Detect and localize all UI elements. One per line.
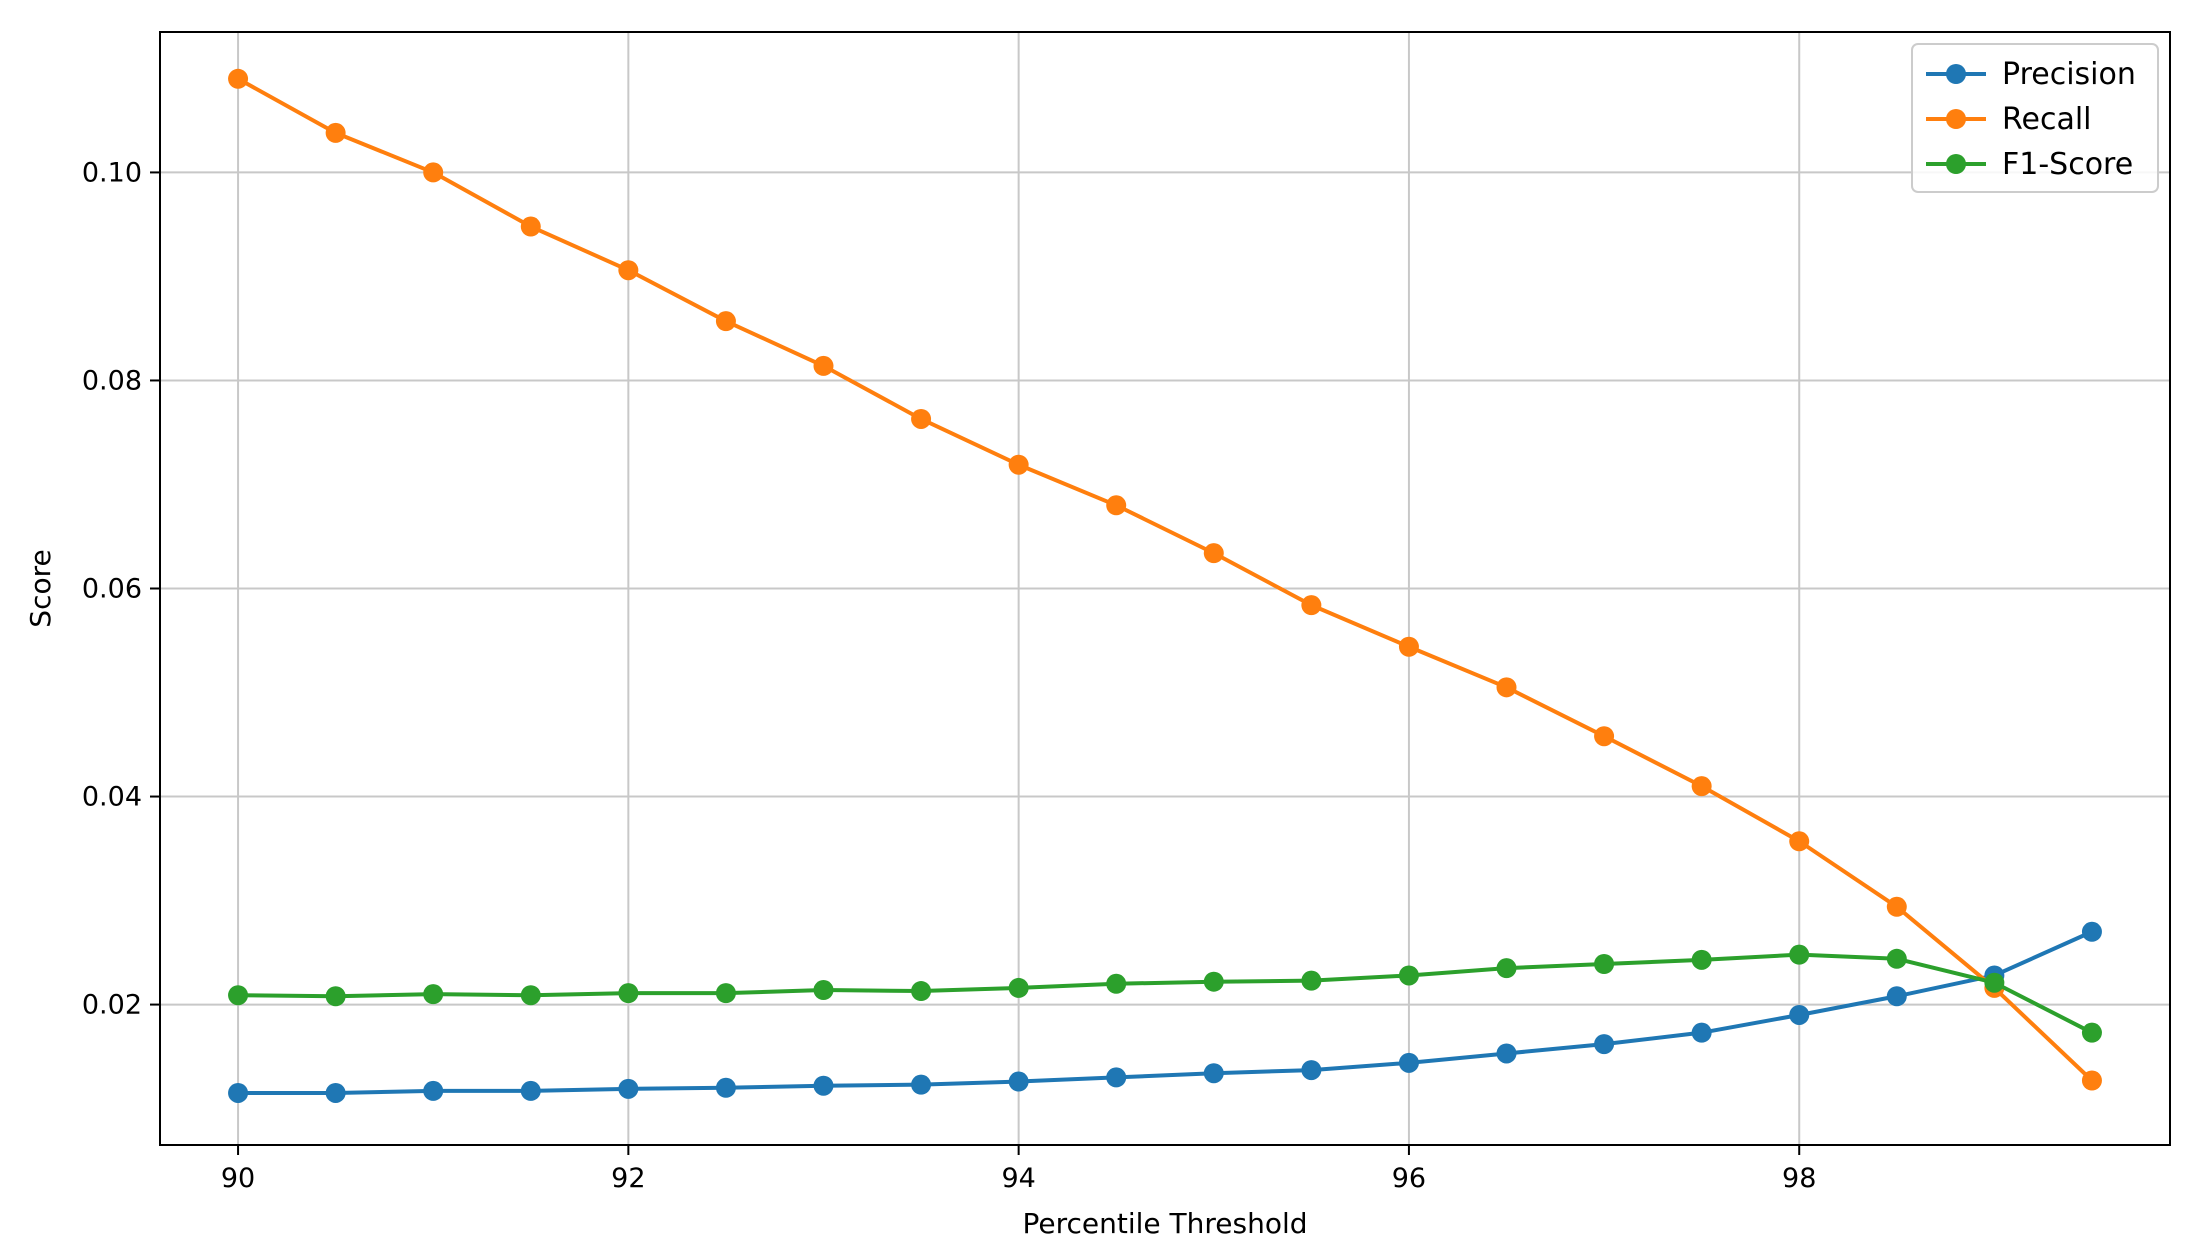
legend-marker-precision [1946, 64, 1966, 84]
recall-point [911, 408, 932, 429]
series-layer [228, 68, 2102, 1103]
f1-score-point [1789, 944, 1810, 965]
precision-point [1008, 1071, 1029, 1092]
f1-score-point [2081, 1022, 2102, 1043]
recall-point [1789, 831, 1810, 852]
f1-score-point [325, 986, 346, 1007]
precision-point [1594, 1034, 1615, 1055]
x-tick-label: 90 [221, 1163, 255, 1194]
recall-point [715, 311, 736, 332]
grid-lines [160, 32, 2170, 1145]
legend: Precision Recall F1-Score [1911, 43, 2159, 193]
recall-point [1496, 677, 1517, 698]
precision-point [813, 1075, 834, 1096]
recall-point [1886, 896, 1907, 917]
f1-score-point [1008, 977, 1029, 998]
axis-ticks: 90 92 94 96 98 0.02 0.04 0.06 0.08 0.10 [82, 157, 1817, 1194]
recall-point [325, 122, 346, 143]
f1-score-point [813, 980, 834, 1001]
f1-score-series [228, 944, 2102, 1043]
precision-point [325, 1082, 346, 1103]
y-tick-label: 0.10 [82, 157, 142, 188]
f1-score-point [1301, 970, 1322, 991]
recall-point [228, 68, 249, 89]
recall-point [1203, 543, 1224, 564]
y-tick-label: 0.08 [82, 365, 142, 396]
f1-score-point [1203, 971, 1224, 992]
recall-point [618, 260, 639, 281]
f1-score-point [520, 985, 541, 1006]
f1-score-point [228, 985, 249, 1006]
precision-point [228, 1082, 249, 1103]
f1-score-line [238, 952, 2093, 1035]
precision-point [1106, 1067, 1127, 1088]
f1-score-point [911, 981, 932, 1002]
f1-score-point [618, 983, 639, 1004]
precision-point [618, 1078, 639, 1099]
f1-score-point [1691, 949, 1712, 970]
legend-label-recall: Recall [2002, 102, 2092, 137]
f1-score-point [715, 983, 736, 1004]
recall-point [2081, 1070, 2102, 1091]
precision-point [1301, 1060, 1322, 1081]
precision-point [715, 1077, 736, 1098]
legend-marker-recall [1946, 109, 1966, 129]
recall-line [237, 77, 2094, 1082]
f1-score-point [1886, 948, 1907, 969]
y-axis-label: Score [24, 549, 57, 627]
precision-point [1203, 1063, 1224, 1084]
x-tick-label: 96 [1392, 1163, 1426, 1194]
recall-series [228, 68, 2102, 1091]
recall-point [520, 216, 541, 237]
recall-point [423, 162, 444, 183]
precision-point [1789, 1004, 1810, 1025]
legend-marker-f1-score [1946, 154, 1966, 174]
x-tick-label: 94 [1001, 1163, 1035, 1194]
recall-point [1398, 636, 1419, 657]
f1-score-point [1984, 972, 2005, 993]
recall-point [1691, 776, 1712, 797]
precision-point [1398, 1052, 1419, 1073]
precision-line [238, 929, 2093, 1095]
legend-box [1911, 43, 2159, 193]
precision-point [1691, 1022, 1712, 1043]
y-tick-label: 0.06 [82, 574, 142, 605]
precision-point [911, 1074, 932, 1095]
x-tick-label: 92 [611, 1163, 645, 1194]
precision-point [2081, 921, 2102, 942]
recall-point [1594, 726, 1615, 747]
recall-point [1008, 454, 1029, 475]
recall-point [1301, 595, 1322, 616]
f1-score-point [1496, 958, 1517, 979]
recall-point [1106, 495, 1127, 516]
recall-point [813, 355, 834, 376]
y-tick-label: 0.04 [82, 782, 142, 813]
x-axis-label: Percentile Threshold [1022, 1207, 1307, 1240]
precision-point [520, 1080, 541, 1101]
legend-label-precision: Precision [2002, 57, 2136, 92]
f1-score-point [1398, 965, 1419, 986]
precision-series [228, 921, 2102, 1103]
precision-point [1496, 1043, 1517, 1064]
legend-label-f1-score: F1-Score [2002, 147, 2133, 182]
x-tick-label: 98 [1782, 1163, 1816, 1194]
f1-score-point [1594, 954, 1615, 975]
precision-point [1886, 986, 1907, 1007]
f1-score-point [1106, 973, 1127, 994]
y-tick-label: 0.02 [82, 990, 142, 1021]
f1-score-point [423, 984, 444, 1005]
precision-point [423, 1080, 444, 1101]
